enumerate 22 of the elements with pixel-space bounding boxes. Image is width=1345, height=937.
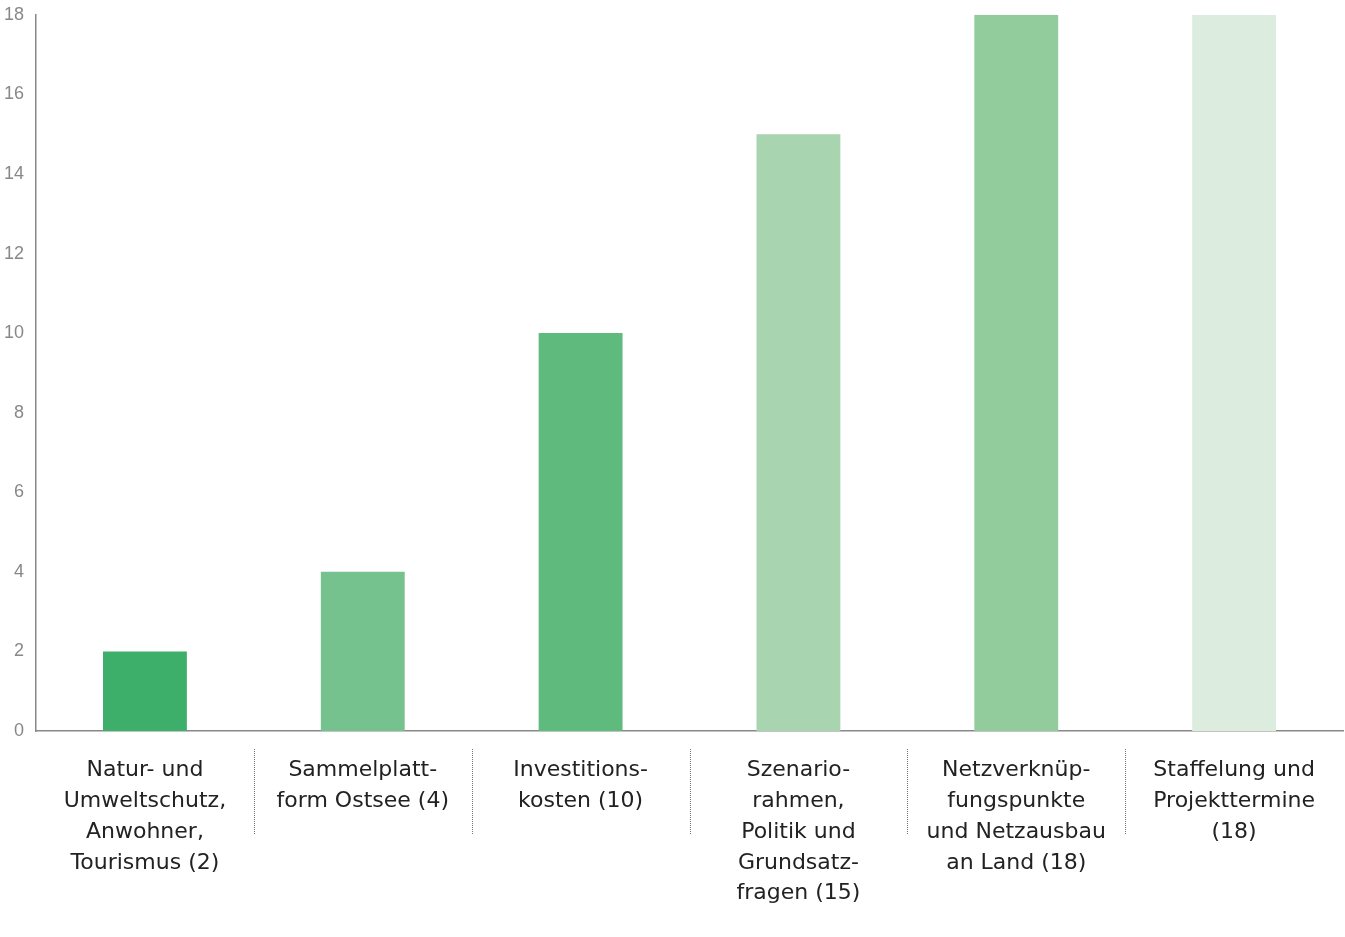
y-tick-label: 2 [14, 640, 25, 661]
bar [756, 134, 841, 731]
x-tick-label: Netzverknüp- fungspunkte und Netzausbau an Land (18) [926, 756, 1106, 874]
y-tick-label: 14 [3, 162, 25, 183]
y-tick-label: 4 [14, 560, 25, 581]
x-tick-label: Staffelung und Projekttermine (18) [1153, 756, 1315, 843]
y-tick-label: 0 [14, 719, 25, 740]
x-tick-label: Investitions- kosten (10) [513, 756, 648, 812]
bar [974, 14, 1059, 731]
bar [1192, 14, 1277, 731]
bar [538, 333, 623, 731]
y-tick-label: 6 [14, 481, 25, 502]
y-tick-label: 18 [3, 3, 25, 24]
bar [103, 651, 187, 731]
y-tick-label: 12 [3, 242, 25, 263]
x-tick-label: Sammelplatt- form Ostsee (4) [276, 756, 449, 812]
x-tick-label: Natur- und Umweltschutz, Anwohner, Tourismus (2) [63, 756, 227, 874]
y-tick-label: 8 [14, 401, 25, 422]
bar [320, 571, 405, 731]
x-tick-label: Szenario- rahmen, Politik und Grundsatz- fragen (15) [736, 756, 861, 905]
y-tick-label: 16 [3, 83, 25, 104]
y-tick-label: 10 [3, 322, 25, 343]
